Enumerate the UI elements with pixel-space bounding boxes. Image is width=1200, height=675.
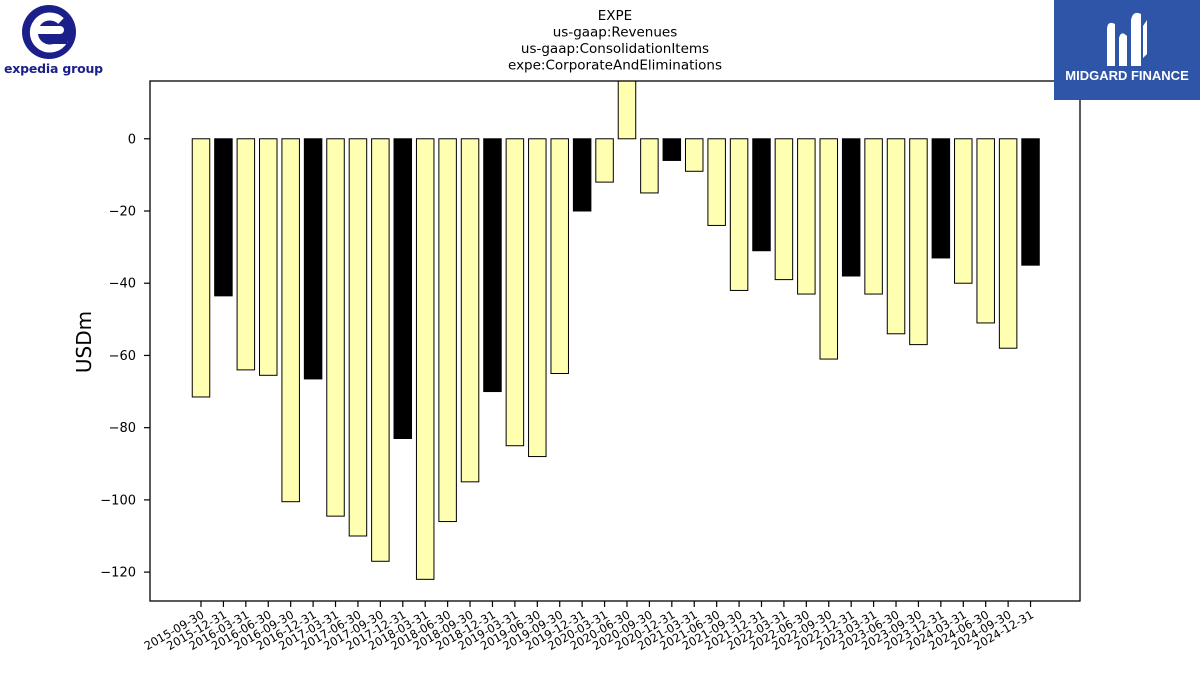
bar: [1021, 138, 1040, 266]
bar: [528, 138, 547, 458]
bar: [640, 138, 659, 194]
plot-frame: [149, 80, 1081, 602]
bar: [841, 138, 861, 277]
bar: [774, 138, 794, 281]
expedia-group-logo: expedia group: [0, 0, 103, 80]
bar: [214, 138, 233, 297]
chart-title: EXPEus-gaap:Revenuesus-gaap:Consolidatio…: [508, 8, 722, 74]
bar: [954, 138, 973, 284]
bar: [303, 138, 323, 380]
bar: [438, 138, 457, 523]
y-tick-label: −120: [100, 566, 136, 581]
y-tick-label: −100: [100, 493, 136, 508]
chart-title-line: EXPE: [598, 8, 632, 24]
bar: [371, 138, 390, 562]
midgard-logo-text: MIDGARD FINANCE: [1065, 68, 1189, 83]
bar: [819, 138, 839, 360]
y-tick-label: −40: [109, 277, 136, 292]
bar: [393, 138, 413, 439]
bar: [348, 138, 368, 537]
bar: [976, 138, 995, 324]
chart-title-line: us-gaap:ConsolidationItems: [521, 41, 709, 57]
bar: [505, 138, 525, 447]
bar: [191, 138, 211, 398]
expedia-logo-text: expedia group: [4, 61, 103, 76]
bar: [909, 138, 928, 346]
y-tick-label: 0: [128, 132, 136, 147]
axes-group: [149, 80, 1081, 602]
bar: [998, 138, 1018, 349]
bar: [617, 81, 637, 140]
chart-title-line: us-gaap:Revenues: [553, 25, 678, 41]
bar: [281, 138, 300, 503]
bar: [729, 138, 749, 291]
y-tick-label: −20: [109, 205, 136, 220]
bar: [460, 138, 480, 483]
bar: [415, 138, 435, 580]
bar: [931, 138, 951, 259]
bar: [259, 138, 278, 376]
midgard-finance-logo: MIDGARD FINANCE: [1054, 0, 1200, 100]
bar: [236, 138, 256, 371]
bar: [752, 138, 771, 252]
y-tick-label: −80: [109, 421, 136, 436]
y-ticks-group: 0 −20 −40 −60 −80 −100 −120: [100, 132, 150, 581]
bar: [797, 138, 816, 295]
x-ticks-group: 2015-09-302015-12-312016-03-312016-06-30…: [142, 601, 1036, 653]
chart-title-line: expe:CorporateAndEliminations: [508, 58, 722, 74]
bar: [662, 138, 682, 161]
bar: [572, 138, 592, 212]
midgard-m-icon: [1107, 12, 1147, 66]
y-axis-label: USDm: [72, 311, 96, 373]
bar: [595, 138, 614, 183]
bar: [707, 138, 726, 226]
bar: [550, 138, 569, 374]
bar: [864, 138, 883, 295]
bar: [684, 138, 704, 172]
expedia-e-icon: [22, 5, 76, 59]
bar: [326, 138, 345, 517]
bars-group: [191, 81, 1040, 580]
bar: [886, 138, 906, 335]
bar: [483, 138, 502, 393]
y-tick-label: −60: [109, 349, 136, 364]
